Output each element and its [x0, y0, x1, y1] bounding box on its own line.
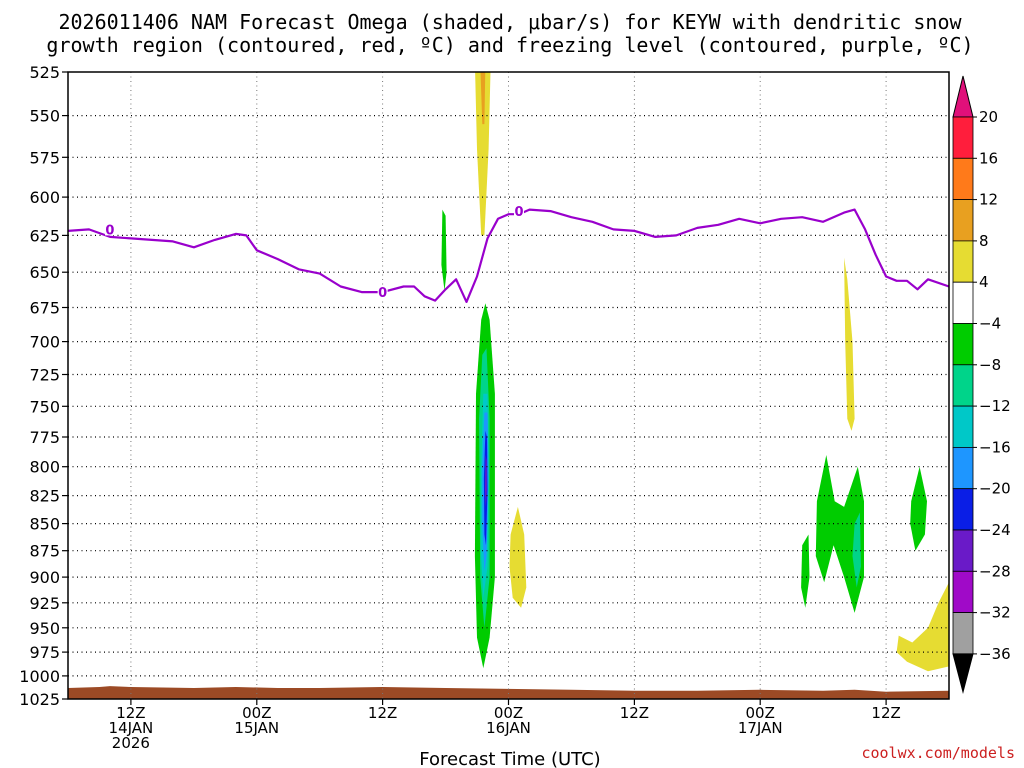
x-tick-label: 14JAN [109, 719, 154, 737]
chart-title-line2: growth region (contoured, red, ºC) and f… [46, 33, 973, 57]
x-tick-label: 12Z [871, 704, 900, 722]
y-tick-label: 600 [29, 188, 60, 207]
omega-region [475, 72, 491, 236]
y-tick-label: 825 [29, 487, 60, 506]
y-tick-label: 675 [29, 299, 60, 318]
y-tick-label: 725 [29, 366, 60, 385]
y-axis: 525 550 575 600 625 650 675 700 725 750 775 800 825 8… [19, 63, 68, 709]
colorbar: 20 16 12 8 4 −4 −8 −12 −16 −20 −24 −28 −32 −36 [952, 75, 1011, 694]
omega-region [509, 506, 527, 608]
contour-label-bg [513, 204, 524, 218]
contour-label-bg [377, 285, 388, 299]
colorbar-label: −20 [979, 480, 1011, 498]
freezing-level-line [68, 208, 949, 303]
y-tick-label: 800 [29, 458, 60, 477]
colorbar-label: −8 [979, 356, 1001, 374]
colorbar-label: 16 [979, 149, 998, 167]
colorbar-label: 20 [979, 108, 998, 126]
y-tick-label: 575 [29, 148, 60, 167]
y-tick-label: 550 [29, 107, 60, 126]
freezing-level-label: 0 [378, 286, 387, 301]
x-tick-label: 16JAN [486, 719, 531, 737]
y-tick-label: 625 [29, 226, 60, 245]
x-tick-label: 17JAN [738, 719, 783, 737]
omega-region [801, 534, 810, 608]
y-tick-label: 975 [29, 643, 60, 662]
ground-terrain [68, 686, 949, 699]
colorbar-label: −36 [979, 645, 1011, 663]
x-tick-label: 00Z [494, 704, 523, 722]
freezing-level-label: 0 [514, 205, 523, 220]
ground-area [68, 686, 949, 699]
omega-region [844, 257, 855, 431]
colorbar-segment [952, 199, 974, 242]
y-tick-label: 925 [29, 594, 60, 613]
omega-region [485, 455, 487, 507]
x-tick-label: 15JAN [234, 719, 279, 737]
colorbar-segment [952, 612, 974, 655]
colorbar-label: 12 [979, 191, 998, 209]
colorbar-bottom-arrow [952, 653, 974, 694]
colorbar-segment [952, 157, 974, 201]
x-tick-label: 12Z [368, 704, 397, 722]
freezing-level-label: 0 [105, 223, 114, 238]
y-tick-label: 525 [29, 63, 60, 82]
y-tick-label: 875 [29, 542, 60, 561]
colorbar-label: 8 [979, 232, 989, 250]
contour-label-bg [104, 222, 115, 236]
omega-region [480, 72, 486, 125]
y-tick-label: 1025 [19, 690, 60, 709]
colorbar-segment [952, 405, 974, 448]
omega-region [896, 582, 949, 672]
colorbar-segment [952, 570, 974, 613]
x-tick-label: 00Z [746, 704, 775, 722]
omega-shading [441, 72, 949, 672]
omega-region [910, 466, 927, 551]
colorbar-segment [952, 116, 974, 159]
omega-region [852, 512, 861, 588]
x-axis-label: Forecast Time (UTC) [419, 749, 600, 768]
colorbar-segment [952, 364, 974, 407]
colorbar-label: −4 [979, 315, 1001, 333]
omega-region [441, 209, 447, 291]
colorbar-label: −28 [979, 562, 1011, 580]
colorbar-segment [952, 281, 974, 324]
x-tick-label: 12Z [116, 704, 145, 722]
omega-region [815, 455, 864, 613]
y-tick-label: 850 [29, 515, 60, 534]
colorbar-label: −32 [979, 604, 1011, 622]
colorbar-segment [952, 323, 974, 366]
colorbar-label: −12 [979, 397, 1011, 415]
plot-grid [68, 72, 949, 699]
plot-frame [67, 71, 950, 700]
y-tick-label: 900 [29, 568, 60, 587]
x-tick-label: 12Z [620, 704, 649, 722]
y-tick-label: 700 [29, 333, 60, 352]
colorbar-label: −16 [979, 438, 1011, 456]
y-tick-label: 650 [29, 263, 60, 282]
colorbar-segment [952, 529, 974, 572]
colorbar-label: 4 [979, 273, 989, 291]
y-tick-label: 1000 [19, 667, 60, 686]
x-tick-label: 00Z [242, 704, 271, 722]
y-tick-label: 775 [29, 428, 60, 447]
colorbar-segment [952, 446, 974, 490]
chart-title-line1: 2026011406 NAM Forecast Omega (shaded, μ… [58, 10, 962, 34]
colorbar-top-arrow [952, 75, 974, 118]
y-tick-label: 750 [29, 397, 60, 416]
y-tick-label: 950 [29, 619, 60, 638]
credit-text: coolwx.com/models [861, 744, 1015, 762]
colorbar-label: −24 [979, 521, 1011, 539]
colorbar-segment [952, 240, 974, 283]
colorbar-segment [952, 488, 974, 531]
x-tick-label: 2026 [112, 734, 150, 752]
freezing-level-contour: 0 0 0 [68, 204, 949, 303]
